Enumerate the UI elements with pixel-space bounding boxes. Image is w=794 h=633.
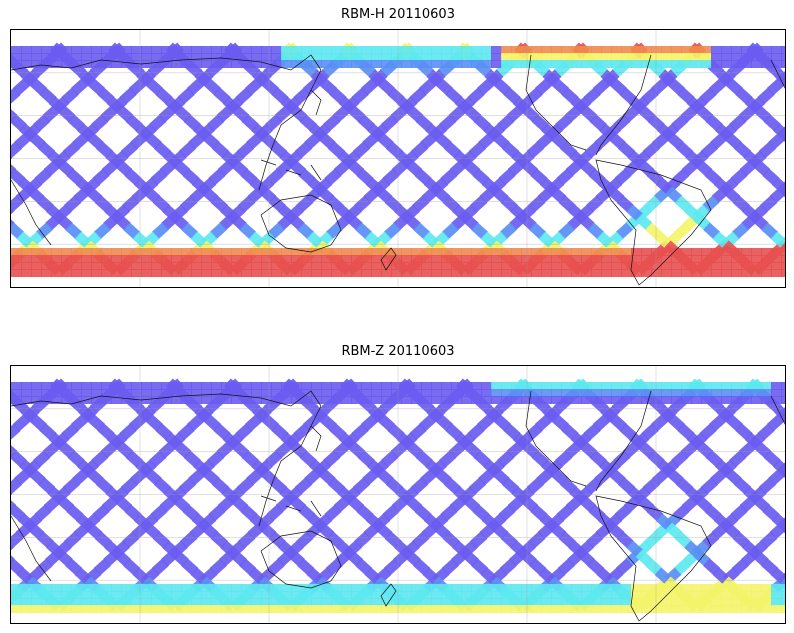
panel-title-rbm-h: RBM-H 20110603 [341, 7, 455, 22]
gridlines-rbm-h [11, 30, 785, 287]
coastlines-rbm-h [11, 54, 785, 286]
coastlines-rbm-z [11, 390, 785, 622]
polar-bands-rbm-z [11, 382, 785, 613]
map-canvas-rbm-h [11, 30, 785, 287]
map-panel-rbm-h [10, 29, 786, 288]
polar-bands-rbm-h [11, 46, 785, 277]
gridlines-rbm-z [11, 366, 785, 623]
map-panel-rbm-z [10, 365, 786, 624]
panel-title-rbm-z: RBM-Z 20110603 [341, 344, 455, 359]
map-canvas-rbm-z [11, 366, 785, 623]
